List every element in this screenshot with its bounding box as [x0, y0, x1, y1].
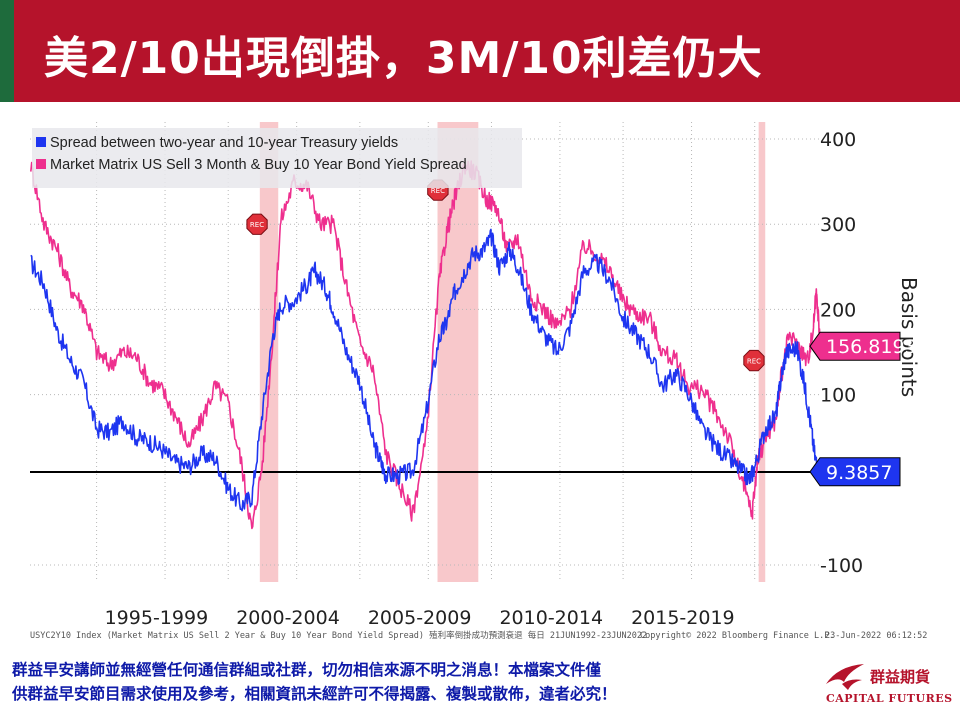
recession-marker-icon: [743, 349, 765, 372]
yield-spread-chart: REC REC REC Spread between two-year and 10…: [30, 112, 930, 652]
capital-futures-logo: 群益期貨 CAPITAL FUTURES: [822, 662, 954, 714]
y-tick-label: 200: [820, 299, 856, 321]
y-axis-label: Basis points: [897, 277, 921, 397]
copyright-note: Copyright© 2022 Bloomberg Finance L.P.: [640, 631, 834, 641]
recession-marker-label: REC: [250, 221, 264, 229]
last-value-tag-3m10y: 156.8193: [809, 331, 917, 361]
legend-label-3m10y: Market Matrix US Sell 3 Month & Buy 10 Y…: [50, 157, 467, 173]
y-tick-label: -100: [820, 555, 863, 577]
last-value-text: 156.8193: [826, 336, 917, 358]
logo-text-en: CAPITAL FUTURES: [826, 692, 953, 705]
disclaimer-line-2: 供群益早安節目需求使用及參考，相關資訊未經許可不得揭露、複製或散佈，違者必究！: [12, 685, 617, 703]
x-tick-label: 2010-2014: [499, 607, 603, 629]
logo-text-cn: 群益期貨: [870, 668, 931, 686]
chart-legend: Spread between two-year and 10-year Trea…: [32, 128, 522, 188]
recession-marker-label: REC: [747, 358, 761, 366]
last-value-tag-2y10y: 9.3857: [809, 457, 901, 487]
source-note: USYC2Y10 Index (Market Matrix US Sell 2 …: [30, 630, 647, 641]
last-value-text: 9.3857: [826, 462, 892, 484]
y-tick-label: 300: [820, 214, 856, 236]
recession-marker-icon: [246, 213, 268, 235]
chart-svg: REC REC REC Spread between two-year and 10…: [30, 112, 930, 652]
legend-swatch-3m10y: [36, 159, 46, 169]
y-tick-label: 100: [820, 385, 856, 407]
x-tick-label: 2015-2019: [631, 607, 735, 629]
x-tick-label: 2005-2009: [368, 607, 472, 629]
slide-title: 美2/10出現倒掛，3M/10利差仍大: [44, 33, 763, 84]
header-accent-stripe: [0, 0, 14, 102]
disclaimer-line-1: 群益早安講師並無經營任何通信群組或社群，切勿相信來源不明之消息！本檔案文件僅: [12, 661, 602, 679]
timestamp-note: 23-Jun-2022 06:12:52: [825, 631, 927, 641]
y-tick-label: 400: [820, 129, 856, 151]
recession-band: [758, 122, 766, 582]
recession-band: [259, 122, 279, 582]
x-tick-label: 2000-2004: [236, 607, 340, 629]
series-line-2y10y: [30, 228, 821, 512]
legend-label-2y10y: Spread between two-year and 10-year Trea…: [50, 135, 398, 151]
recession-marker-label: REC: [431, 187, 445, 195]
bird-logo-icon: [826, 664, 864, 690]
x-tick-label: 1995-1999: [105, 607, 209, 629]
legend-swatch-2y10y: [36, 137, 46, 147]
disclaimer: 群益早安講師並無經營任何通信群組或社群，切勿相信來源不明之消息！本檔案文件僅 供…: [12, 658, 812, 706]
slide-header: 美2/10出現倒掛，3M/10利差仍大: [0, 0, 960, 102]
